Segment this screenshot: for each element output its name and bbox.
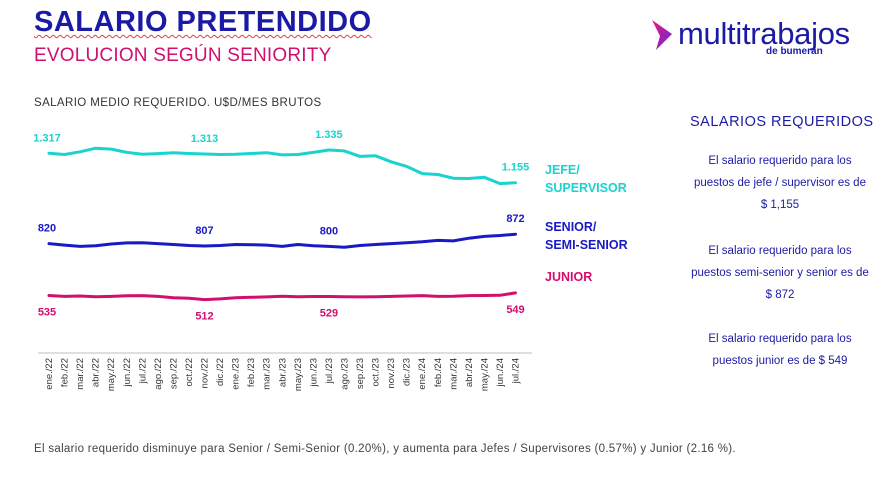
data-label: 529 xyxy=(320,308,338,320)
x-tick-label: nov./22 xyxy=(200,358,211,388)
page-subtitle: EVOLUCION SEGÚN SENIORITY xyxy=(34,45,332,66)
x-tick-label: oct./22 xyxy=(184,358,195,387)
x-tick-label: ene./24 xyxy=(417,358,428,390)
sidebar-note-junior: El salario requerido para los puestos ju… xyxy=(708,333,852,367)
x-tick-label: jun./24 xyxy=(495,358,506,388)
data-label: 1.317 xyxy=(33,132,61,144)
x-tick-label: mar./24 xyxy=(448,358,459,390)
data-label: 820 xyxy=(38,223,56,235)
series-line-1 xyxy=(47,232,517,249)
series-line-2 xyxy=(47,291,517,302)
sidebar-note-senior: El salario requerido para los puestos se… xyxy=(691,245,869,301)
x-tick-label: ago./22 xyxy=(153,358,164,390)
page-title: SALARIO PRETENDIDO xyxy=(34,6,372,38)
legend-label: JUNIOR xyxy=(545,270,592,284)
sidebar-heading: SALARIOS REQUERIDOS xyxy=(690,114,874,130)
x-tick-label: feb./23 xyxy=(246,358,257,387)
x-tick-label: abr./22 xyxy=(91,358,102,387)
data-label: 549 xyxy=(506,304,524,316)
x-tick-label: jun./22 xyxy=(122,358,133,388)
data-label: 1.155 xyxy=(502,162,530,174)
x-tick-label: mar./22 xyxy=(75,358,86,390)
series-line-0 xyxy=(47,146,517,186)
x-tick-label: mar./23 xyxy=(262,358,273,390)
x-tick-label: jun./23 xyxy=(308,358,319,388)
footer-note: El salario requerido disminuye para Seni… xyxy=(34,443,736,455)
x-tick-label: jul./24 xyxy=(511,358,522,384)
data-label: 872 xyxy=(506,213,524,225)
legend-label: SUPERVISOR xyxy=(545,181,627,195)
legend-label: JEFE/ xyxy=(545,163,580,177)
chart-title: SALARIO MEDIO REQUERIDO. U$D/MES BRUTOS xyxy=(34,97,322,109)
logo: multitrabajos de bumeran xyxy=(648,12,878,60)
x-tick-label: feb./24 xyxy=(433,358,444,387)
x-tick-label: feb./22 xyxy=(60,358,71,387)
data-label: 807 xyxy=(195,225,213,237)
data-label: 535 xyxy=(38,306,56,318)
brand-arrow-icon xyxy=(652,20,672,50)
x-tick-label: abr./24 xyxy=(464,358,475,387)
x-tick-label: ene./22 xyxy=(44,358,55,390)
legend-label: SENIOR/ xyxy=(545,220,597,234)
data-label: 1.313 xyxy=(191,133,219,145)
data-label: 800 xyxy=(320,225,338,237)
legend-label: SEMI-SENIOR xyxy=(545,238,628,252)
x-tick-label: dic./23 xyxy=(402,358,413,386)
x-tick-label: nov./23 xyxy=(386,358,397,388)
logo-wordmark: multitrabajos xyxy=(678,16,850,51)
data-label: 1.335 xyxy=(315,129,343,141)
x-tick-label: oct./23 xyxy=(371,358,382,387)
x-tick-label: may./24 xyxy=(479,358,490,391)
x-tick-label: dic./22 xyxy=(215,358,226,386)
x-tick-label: jul./23 xyxy=(324,358,335,384)
x-tick-label: ene./23 xyxy=(231,358,242,390)
data-label: 512 xyxy=(195,311,213,323)
sidebar-note-jefe: El salario requerido para los puestos de… xyxy=(694,155,866,211)
x-tick-label: jul./22 xyxy=(137,358,148,384)
x-tick-label: may./22 xyxy=(106,358,117,391)
logo-tagline: de bumeran xyxy=(766,46,823,57)
x-tick-label: may./23 xyxy=(293,358,304,391)
x-tick-label: sep./23 xyxy=(355,358,366,389)
x-tick-label: ago./23 xyxy=(339,358,350,390)
x-tick-label: sep./22 xyxy=(168,358,179,389)
x-tick-label: abr./23 xyxy=(277,358,288,387)
